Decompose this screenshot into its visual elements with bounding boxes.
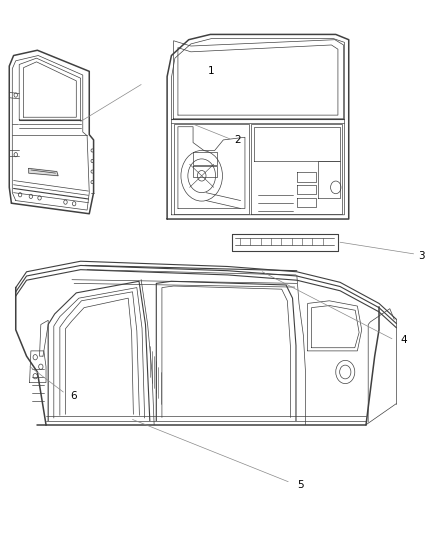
Text: 4: 4 xyxy=(401,335,407,345)
Text: 3: 3 xyxy=(418,251,424,261)
Text: 1: 1 xyxy=(208,66,215,76)
Polygon shape xyxy=(29,168,58,176)
Text: 2: 2 xyxy=(234,135,241,145)
Text: 6: 6 xyxy=(70,391,77,401)
Text: 5: 5 xyxy=(297,480,304,490)
